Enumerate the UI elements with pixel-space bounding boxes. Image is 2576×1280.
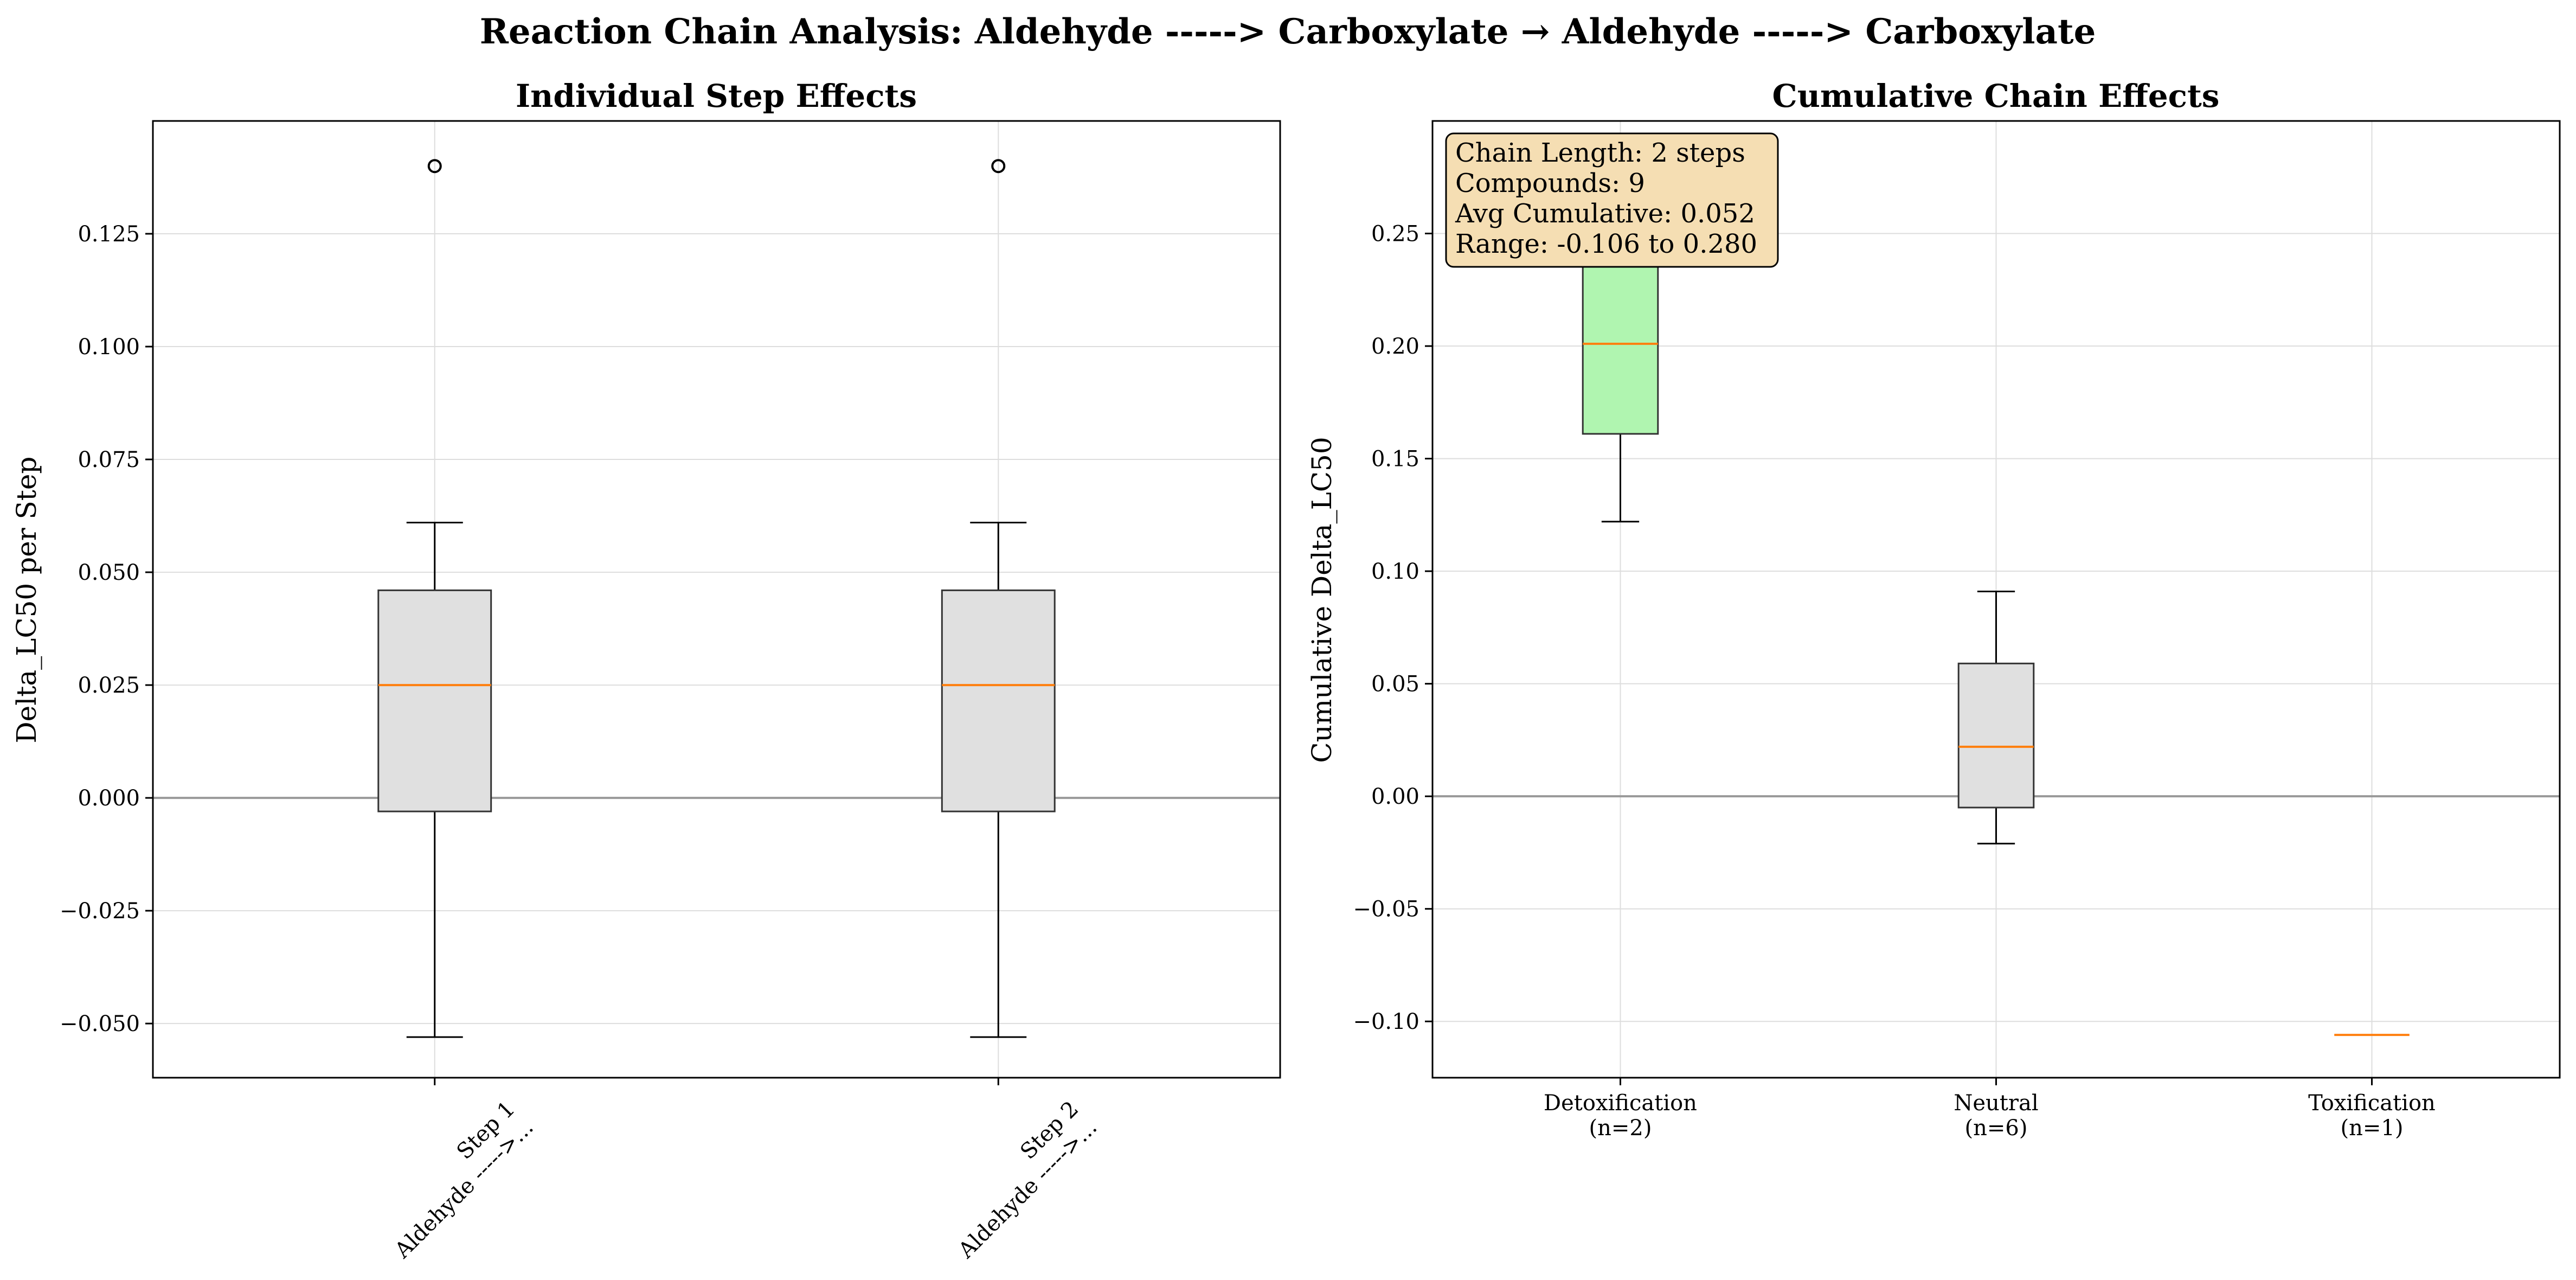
info-compounds: Compounds: 9 [1455, 168, 1645, 199]
info-avg-cumulative: Avg Cumulative: 0.052 [1455, 199, 1755, 229]
box-1 [377, 159, 492, 1038]
x-tick-label-line1: Detoxification [1544, 1091, 1697, 1116]
box-body [377, 589, 492, 812]
panel-title: Cumulative Chain Effects [1772, 78, 2220, 114]
y-tick-label: 0.025 [78, 673, 140, 698]
y-ticks: −0.10 −0.05 0.00 0.05 0.10 0.15 0.20 0.25 [1353, 222, 1432, 1034]
plot-frame [1431, 120, 2561, 1079]
panel-title: Individual Step Effects [516, 78, 917, 114]
plot-frame [152, 120, 1281, 1079]
box-body [941, 589, 1056, 812]
box-series [1582, 165, 2410, 1036]
y-tick-label: 0.25 [1371, 222, 1419, 247]
y-tick-label: 0.000 [78, 786, 140, 811]
y-tick-label: −0.050 [60, 1012, 140, 1036]
x-tick-label-line2: (n=1) [2341, 1116, 2404, 1141]
y-tick-label: 0.100 [78, 335, 140, 360]
outlier-point [991, 159, 1006, 174]
individual-step-effects-panel: Individual Step Effects Delta_LC50 per S… [11, 78, 1281, 1264]
y-tick-label: 0.05 [1371, 672, 1419, 697]
y-tick-label: −0.025 [60, 899, 140, 924]
info-box-background [1445, 132, 1779, 268]
outlier-point [427, 159, 442, 174]
figure-suptitle: Reaction Chain Analysis: Aldehyde ----->… [480, 11, 2096, 52]
y-tick-label: −0.10 [1353, 1009, 1419, 1034]
x-tick-label: Step 2Aldehyde ----->... [935, 1097, 1102, 1264]
x-tick-label-line1: Toxification [2308, 1091, 2436, 1116]
y-tick-label: 0.050 [78, 560, 140, 585]
cumulative-chain-effects-panel: Cumulative Chain Effects Cumulative Delt… [1306, 78, 2561, 1141]
box-1 [1582, 165, 1659, 523]
x-ticks: Detoxification(n=2) Neutral(n=6) Toxificat… [1544, 1078, 2436, 1141]
y-axis-label: Cumulative Delta_LC50 [1306, 437, 1338, 763]
y-tick-label: 0.20 [1371, 334, 1419, 359]
box-2 [1957, 590, 2035, 844]
info-chain-length: Chain Length: 2 steps [1455, 138, 1745, 168]
info-box: Chain Length: 2 steps Compounds: 9 Avg C… [1445, 132, 1779, 268]
x-ticks: Step 1Aldehyde ----->... Step 2Aldehyde -… [371, 1078, 1102, 1264]
box-body [1957, 662, 2035, 809]
box-body [1582, 255, 1659, 435]
y-axis-label: Delta_LC50 per Step [11, 457, 42, 744]
y-tick-label: 0.15 [1371, 447, 1419, 472]
grid [153, 121, 1280, 1078]
y-tick-label: −0.05 [1353, 897, 1419, 922]
info-range: Range: -0.106 to 0.280 [1455, 229, 1757, 259]
x-tick-label-line2: (n=2) [1589, 1116, 1652, 1141]
x-tick-label: Step 1Aldehyde ----->... [371, 1097, 538, 1264]
y-ticks: −0.050 −0.025 0.000 0.025 0.050 0.075 0.100 0.1… [60, 222, 153, 1036]
box-2 [941, 159, 1056, 1038]
y-tick-label: 0.075 [78, 447, 140, 472]
y-tick-label: 0.10 [1371, 559, 1419, 584]
y-tick-label: 0.00 [1371, 784, 1419, 809]
box-series [377, 159, 1056, 1038]
x-tick-label-line2: (n=6) [1965, 1116, 2028, 1141]
x-tick-label-line1: Neutral [1954, 1091, 2038, 1116]
y-tick-label: 0.125 [78, 222, 140, 247]
